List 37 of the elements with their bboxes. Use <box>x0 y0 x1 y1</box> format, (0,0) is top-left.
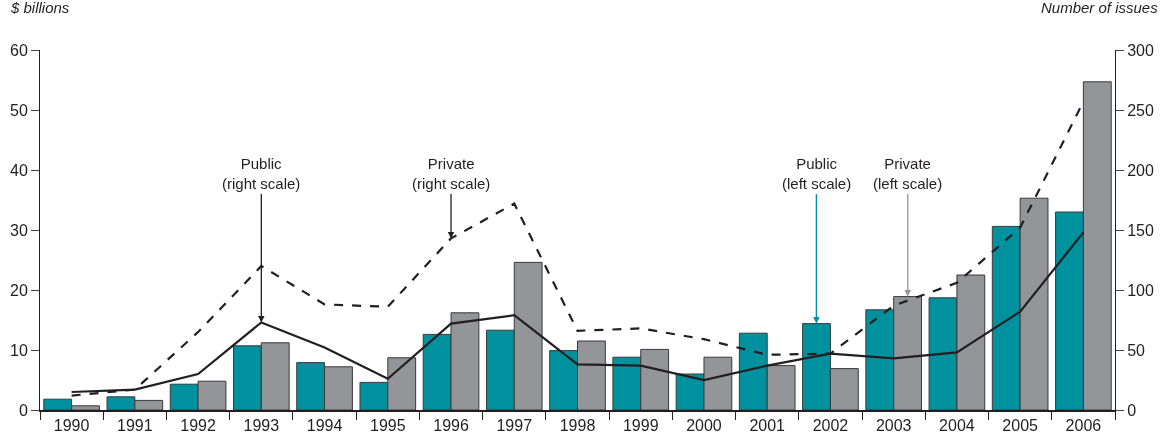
y-tick-label: 50 <box>10 101 28 119</box>
x-tick-label: 2006 <box>1065 416 1102 434</box>
y-tick-label: 60 <box>10 41 28 59</box>
y2-tick-label: 100 <box>1127 281 1154 299</box>
y2-tick-label: 50 <box>1127 341 1146 359</box>
y-tick-label: 40 <box>10 161 28 179</box>
y2-tick-label: 300 <box>1127 41 1154 59</box>
y-axis-title: $ billions <box>10 0 70 16</box>
y-tick-label: 10 <box>10 341 28 359</box>
x-tick-label: 2005 <box>1002 416 1039 434</box>
x-tick-label: 2000 <box>686 416 722 434</box>
x-tick-label: 2001 <box>749 416 786 434</box>
x-tick-label: 1990 <box>53 416 90 434</box>
x-tick-label: 1997 <box>496 416 533 434</box>
annotation: Private (right scale) <box>412 155 491 192</box>
x-tick-label: 1996 <box>433 416 469 434</box>
x-tick-label: 1991 <box>117 416 153 434</box>
x-tick-label: 1999 <box>622 416 659 434</box>
x-tick-label: 1993 <box>243 416 280 434</box>
y-tick-label: 0 <box>18 401 28 419</box>
y2-tick-label: 250 <box>1127 101 1154 119</box>
x-tick-label: 1992 <box>180 416 216 434</box>
annotation: Public (right scale) <box>222 155 301 192</box>
y2-axis-title: Number of issues <box>1041 0 1159 16</box>
y-tick-label: 20 <box>10 281 28 299</box>
y2-tick-label: 200 <box>1127 161 1154 179</box>
x-tick-label: 1994 <box>306 416 343 434</box>
x-tick-label: 2002 <box>812 416 849 434</box>
annotation: Private (left scale) <box>873 155 943 192</box>
y-tick-label: 30 <box>10 221 28 239</box>
y2-tick-label: 150 <box>1127 221 1154 239</box>
x-tick-label: 2004 <box>939 416 975 434</box>
annotation: Public (left scale) <box>782 155 852 192</box>
x-tick-label: 2003 <box>875 416 912 434</box>
y2-tick-label: 0 <box>1127 401 1137 419</box>
x-tick-label: 1995 <box>369 416 406 434</box>
x-tick-label: 1998 <box>559 416 596 434</box>
